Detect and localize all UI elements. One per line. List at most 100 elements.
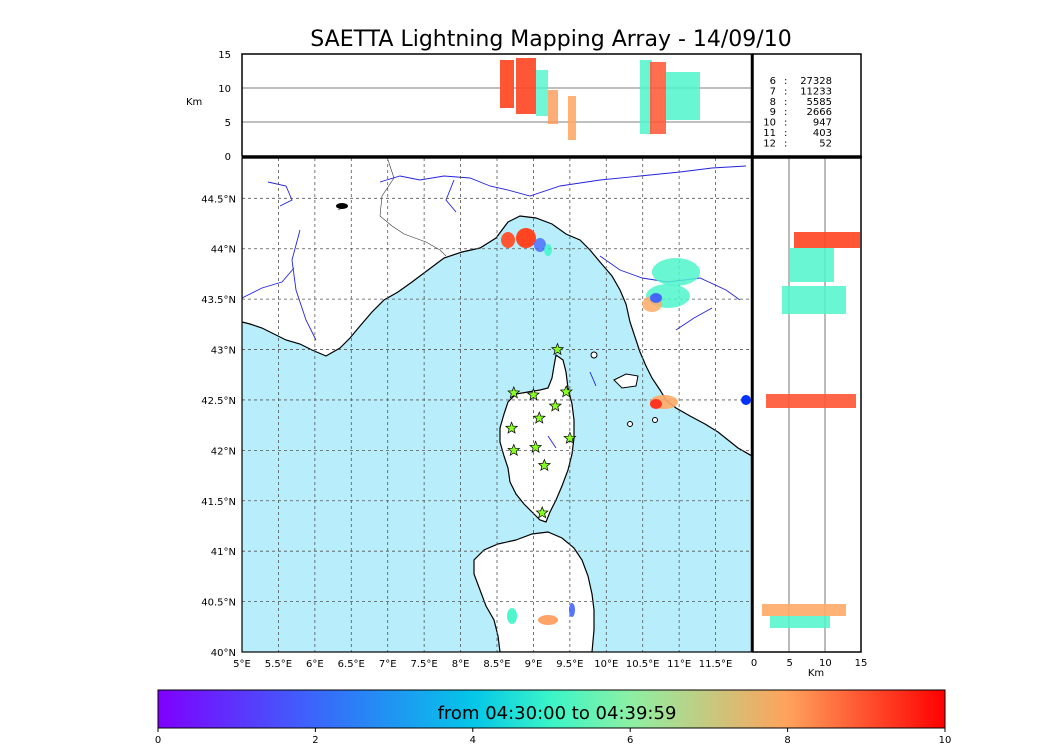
altitude-latitude-panel: 0 5 10 15 Km	[751, 157, 868, 679]
station-count-value: 11233	[800, 86, 832, 97]
top-alt-tick-label: 0	[225, 152, 231, 163]
station-count-label: 7	[770, 86, 776, 97]
lon-tick-label: 8.5°E	[483, 659, 510, 670]
altitude-sources-side	[762, 232, 860, 628]
capraia-island	[590, 351, 598, 359]
lma-station-star	[532, 411, 546, 424]
lat-tick-label: 44.5°N	[201, 194, 236, 205]
time-colorbar: from 04:30:00 to 04:39:59 0 2 4 6 8 10	[155, 689, 952, 746]
lma-station-star	[559, 384, 573, 398]
rivers	[242, 165, 747, 449]
station-stat-row: 9: 2666	[770, 107, 832, 118]
colorbar-tick-label: 4	[470, 735, 476, 746]
station-separator: :	[784, 107, 787, 118]
side-alt-tick-label: 10	[819, 658, 832, 669]
station-count-label: 9	[770, 107, 776, 118]
station-count-label: 12	[763, 138, 776, 149]
station-separator: :	[784, 97, 787, 108]
station-count-value: 403	[813, 128, 832, 139]
station-count-value: 947	[813, 118, 832, 129]
mainland	[242, 158, 752, 457]
lma-station-star	[528, 440, 543, 453]
side-alt-tick-label: 0	[751, 658, 757, 669]
lon-tick-label: 9.5°E	[556, 659, 583, 670]
figure-title: SAETTA Lightning Mapping Array - 14/09/1…	[310, 27, 791, 52]
map-panel: 5°E 5.5°E 6°E 6.5°E 7°E 7.5°E 8°E 8.5°E 9°E 9.5°E…	[201, 157, 753, 670]
lma-stations	[504, 342, 577, 519]
top-alt-tick-label: 15	[218, 50, 231, 61]
altitude-sources-top	[500, 58, 700, 140]
lma-station-star	[507, 385, 521, 399]
station-separator: :	[784, 118, 787, 129]
lon-tick-label: 6.5°E	[338, 659, 365, 670]
station-stat-row: 12: 52	[763, 138, 832, 149]
lma-station-star	[526, 387, 541, 401]
lma-station-star	[563, 431, 577, 444]
lma-station-star	[550, 342, 565, 356]
station-count-label: 6	[770, 76, 776, 87]
lon-tick-label: 8°E	[452, 659, 470, 670]
lightning-cluster-tuscany	[642, 258, 700, 312]
colorbar-tick-label: 2	[312, 735, 318, 746]
station-stat-row: 10: 947	[763, 118, 832, 129]
lon-tick-label: 5.5°E	[265, 659, 292, 670]
station-separator: :	[784, 76, 787, 87]
station-count-value: 27328	[800, 76, 832, 87]
lma-station-star	[507, 443, 521, 456]
top-alt-tick-label: 5	[225, 118, 231, 129]
station-stat-row: 6: 27328	[770, 76, 832, 87]
colorbar-tick-label: 0	[155, 735, 161, 746]
giannutri-island	[652, 417, 658, 423]
colorbar-tick-label: 8	[784, 735, 790, 746]
lat-tick-label: 41.5°N	[201, 497, 236, 508]
altitude-longitude-panel: Km 0 5 10 15	[186, 50, 753, 163]
lon-tick-label: 11°E	[667, 659, 691, 670]
side-alt-tick-label: 15	[855, 658, 868, 669]
station-count-value: 2666	[807, 107, 832, 118]
lon-tick-label: 6°E	[306, 659, 324, 670]
lon-tick-label: 11.5°E	[699, 659, 733, 670]
station-stats-list: 6:273287:112338:55859:266610:94711:40312…	[763, 76, 832, 149]
lake	[336, 203, 348, 209]
lat-tick-label: 43.5°N	[201, 295, 236, 306]
lat-tick-label: 42.5°N	[201, 396, 236, 407]
elba-island	[613, 373, 639, 389]
lma-station-star	[548, 399, 562, 412]
lat-tick-label: 42°N	[211, 446, 236, 457]
station-count-label: 10	[763, 118, 776, 129]
lat-tick-label: 40.5°N	[201, 598, 236, 609]
lon-tick-label: 10°E	[594, 659, 618, 670]
colorbar-ticks: 0 2 4 6 8 10	[155, 728, 952, 746]
side-altitude-unit: Km	[808, 668, 824, 679]
sardinia	[473, 531, 595, 652]
colorbar-gradient	[157, 689, 946, 729]
lightning-cluster-ligurian	[501, 228, 552, 256]
corsica	[499, 353, 575, 523]
map-gridlines	[242, 158, 752, 652]
lat-tick-label: 40°N	[211, 648, 236, 659]
station-stat-row: 8: 5585	[770, 97, 832, 108]
colorbar-label: from 04:30:00 to 04:39:59	[438, 703, 677, 724]
colorbar-tick-label: 6	[627, 735, 633, 746]
lma-station-star	[504, 421, 519, 434]
longitude-axis: 5°E 5.5°E 6°E 6.5°E 7°E 7.5°E 8°E 8.5°E 9°E 9.5°E…	[233, 659, 732, 670]
station-stat-row: 11: 403	[763, 128, 832, 139]
top-altitude-unit: Km	[186, 97, 202, 108]
station-count-label: 11	[763, 128, 776, 139]
lat-tick-label: 43°N	[211, 346, 236, 357]
lat-tick-label: 44°N	[211, 245, 236, 256]
lon-tick-label: 7°E	[379, 659, 397, 670]
station-separator: :	[784, 138, 787, 149]
lma-station-star	[535, 505, 549, 519]
side-altitude-axis: 0 5 10 15	[751, 658, 868, 669]
top-alt-tick-label: 10	[218, 84, 231, 95]
lightning-cluster-tyrrhenian	[650, 395, 678, 409]
lightning-cluster-sardinia	[507, 603, 575, 625]
station-separator: :	[784, 128, 787, 139]
side-alt-tick-label: 5	[786, 658, 792, 669]
station-stat-row: 7: 11233	[770, 86, 832, 97]
latitude-axis: 40°N 40.5°N 41°N 41.5°N 42°N 42.5°N 43°N 43.5°N…	[201, 194, 236, 659]
colorbar-tick-label: 10	[939, 735, 952, 746]
lma-station-star	[537, 458, 552, 472]
